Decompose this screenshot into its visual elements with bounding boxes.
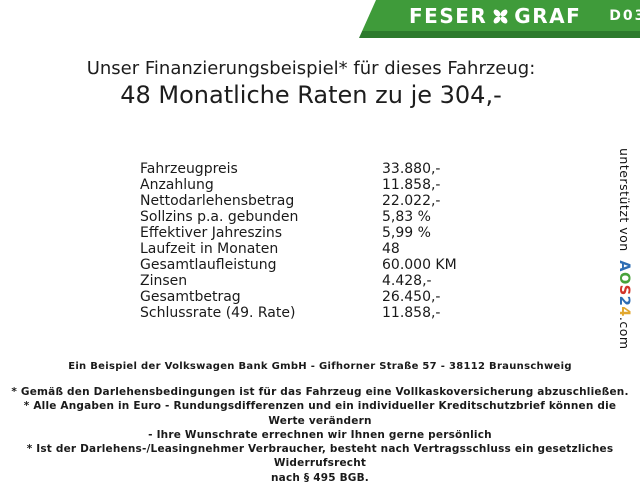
headline: Unser Finanzierungsbeispiel* für dieses … [0, 58, 622, 109]
table-row: Anzahlung 11.858,- [140, 177, 457, 193]
row-label: Nettodarlehensbetrag [140, 193, 295, 209]
row-value: 26.450,- [382, 289, 441, 305]
row-label: Anzahlung [140, 177, 214, 193]
aos24-logo-letter: A [616, 260, 632, 272]
table-row: Gesamtlaufleistung 60.000 KM [140, 257, 457, 273]
row-value: 22.022,- [382, 193, 441, 209]
aos24-logo-letter: O [616, 271, 632, 285]
clover-icon [492, 8, 509, 25]
table-row: Sollzins p.a. gebunden 5,83 % [140, 209, 457, 225]
footnotes: * Gemäß den Darlehensbedingungen ist für… [10, 385, 630, 485]
row-value: 11.858,- [382, 305, 441, 321]
finance-table: Fahrzeugpreis 33.880,- Anzahlung 11.858,… [140, 161, 457, 321]
table-row: Fahrzeugpreis 33.880,- [140, 161, 457, 177]
headline-rate: 48 Monatliche Raten zu je 304,- [120, 81, 502, 109]
brand-name-left: FESER [409, 4, 488, 28]
footnote-withdrawal-right: * Ist der Darlehens-/Leasingnehmer Verbr… [26, 443, 614, 484]
row-value: 48 [382, 241, 400, 257]
row-label: Laufzeit in Monaten [140, 241, 279, 257]
table-row: Zinsen 4.428,- [140, 273, 457, 289]
dealer-banner-content: FESER GRAF D034300 [359, 0, 640, 32]
row-label: Zinsen [140, 273, 188, 289]
row-value: 5,99 % [382, 225, 431, 241]
row-label: Sollzins p.a. gebunden [140, 209, 299, 225]
row-label: Fahrzeugpreis [140, 161, 238, 177]
row-label: Gesamtlaufleistung [140, 257, 277, 273]
footnote-euro-rounding: * Alle Angaben in Euro - Rundungsdiffere… [23, 400, 617, 441]
row-value: 5,83 % [382, 209, 431, 225]
row-label: Gesamtbetrag [140, 289, 241, 305]
table-row: Laufzeit in Monaten 48 [140, 241, 457, 257]
row-value: 11.858,- [382, 177, 441, 193]
row-label: Schlussrate (49. Rate) [140, 305, 296, 321]
table-row: Gesamtbetrag 26.450,- [140, 289, 457, 305]
row-value: 60.000 KM [382, 257, 457, 273]
headline-intro: Unser Finanzierungsbeispiel* für dieses … [86, 58, 536, 79]
table-row: Schlussrate (49. Rate) 11.858,- [140, 305, 457, 321]
footnote-insurance: * Gemäß den Darlehensbedingungen ist für… [11, 386, 629, 398]
table-row: Effektiver Jahreszins 5,99 % [140, 225, 457, 241]
row-label: Effektiver Jahreszins [140, 225, 283, 241]
aos24-domain-suffix: .com [617, 316, 632, 350]
row-value: 33.880,- [382, 161, 441, 177]
row-value: 4.428,- [382, 273, 432, 289]
dealer-code: D034300 [609, 8, 640, 24]
table-row: Nettodarlehensbetrag 22.022,- [140, 193, 457, 209]
aos24-logo-letter: S [616, 284, 632, 296]
brand-name-right: GRAF [514, 4, 582, 28]
supported-by-vertical-text: unterstützt von AOS24.com [616, 148, 632, 350]
supported-by-label: unterstützt von [617, 148, 632, 257]
bank-address-line: Ein Beispiel der Volkswagen Bank GmbH - … [68, 361, 572, 372]
aos24-logo-letter: 4 [616, 306, 632, 317]
dealer-banner: FESER GRAF D034300 [359, 0, 640, 38]
aos24-logo-letter: 2 [616, 295, 632, 307]
